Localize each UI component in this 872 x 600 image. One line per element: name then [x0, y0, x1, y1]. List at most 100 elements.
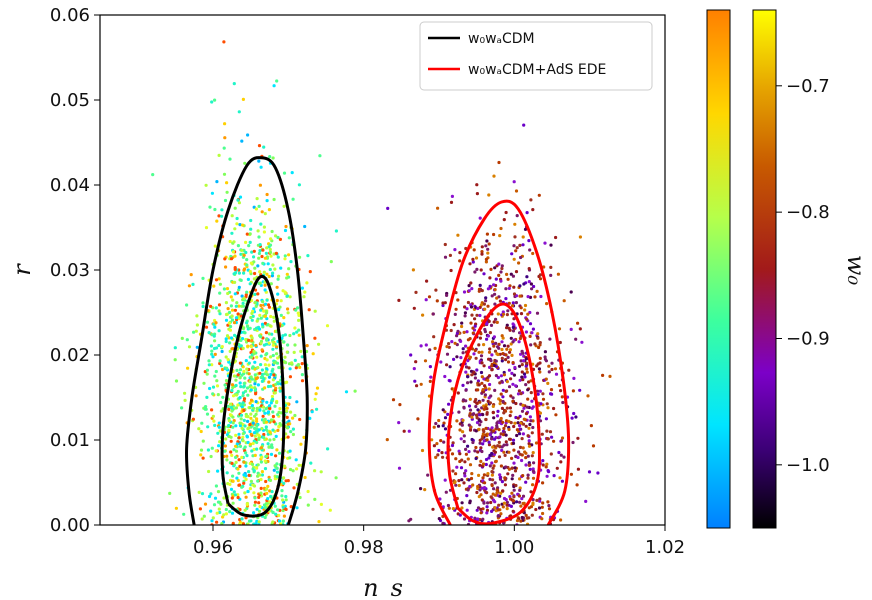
scatter-point [448, 379, 452, 383]
scatter-point [271, 347, 275, 351]
scatter-point [227, 423, 231, 428]
scatter-point [447, 506, 451, 510]
scatter-point [478, 313, 482, 318]
scatter-point [488, 331, 492, 335]
scatter-point [262, 145, 266, 149]
scatter-point [265, 246, 269, 250]
scatter-point [503, 476, 507, 480]
scatter-point [257, 520, 261, 524]
scatter-point [501, 388, 505, 392]
scatter-point [538, 341, 542, 345]
scatter-point [549, 243, 553, 247]
scatter-point [520, 497, 524, 501]
scatter-point [455, 465, 459, 469]
scatter-point [242, 481, 246, 485]
scatter-point [279, 299, 283, 303]
scatter-point [567, 368, 571, 372]
scatter-point [151, 173, 155, 177]
scatter-point [501, 336, 505, 340]
scatter-point [244, 293, 248, 297]
scatter-point [227, 419, 231, 423]
scatter-point [270, 369, 274, 373]
scatter-point [263, 467, 268, 471]
scatter-point [419, 344, 423, 348]
scatter-point [225, 287, 230, 291]
scatter-point [219, 409, 223, 413]
scatter-point [264, 407, 268, 411]
scatter-point [479, 332, 483, 336]
scatter-point [194, 394, 198, 398]
scatter-point [192, 330, 196, 334]
scatter-point [213, 352, 217, 356]
scatter-point [467, 289, 471, 293]
scatter-point [525, 361, 529, 365]
scatter-point [254, 466, 258, 470]
scatter-point [471, 260, 475, 264]
scatter-point [233, 227, 237, 231]
scatter-point [233, 280, 237, 284]
scatter-point [211, 414, 215, 418]
scatter-point [475, 192, 479, 196]
scatter-point [344, 390, 349, 394]
scatter-point [440, 451, 444, 455]
scatter-point [519, 312, 524, 316]
scatter-point [481, 442, 485, 446]
scatter-point [473, 270, 477, 274]
scatter-point [575, 483, 579, 487]
scatter-point [222, 287, 226, 291]
scatter-point [476, 517, 480, 521]
scatter-point [306, 489, 310, 494]
scatter-point [274, 234, 278, 238]
scatter-point [507, 301, 511, 305]
scatter-point [544, 465, 548, 469]
scatter-point [483, 330, 487, 334]
scatter-point [519, 504, 523, 508]
scatter-point [281, 498, 285, 502]
scatter-point [558, 476, 562, 480]
scatter-point [259, 477, 263, 482]
scatter-point [534, 507, 538, 512]
scatter-point [229, 257, 234, 261]
scatter-point [526, 454, 530, 458]
scatter-point [268, 243, 273, 247]
scatter-point [243, 424, 247, 428]
scatter-point [215, 511, 219, 515]
scatter-point [276, 428, 280, 432]
scatter-point [251, 365, 255, 369]
scatter-point [252, 469, 256, 473]
scatter-point [286, 343, 290, 347]
scatter-point [249, 519, 253, 523]
scatter-point [552, 474, 556, 478]
scatter-point [391, 398, 396, 402]
scatter-point [242, 271, 246, 275]
scatter-point [498, 475, 502, 480]
scatter-point [253, 360, 257, 364]
scatter-point [242, 418, 246, 422]
scatter-point [309, 461, 313, 465]
scatter-point [235, 368, 239, 372]
scatter-point [492, 487, 496, 491]
scatter-point [500, 359, 504, 363]
scatter-point [518, 427, 522, 431]
scatter-point [201, 301, 205, 305]
scatter-point [189, 273, 193, 277]
scatter-point [267, 274, 271, 279]
scatter-point [543, 355, 547, 359]
scatter-point [182, 512, 186, 516]
scatter-point [436, 424, 441, 428]
scatter-point [560, 395, 564, 399]
scatter-point [263, 288, 267, 292]
scatter-point [481, 398, 485, 402]
scatter-point [495, 320, 499, 324]
scatter-point [514, 301, 519, 305]
scatter-point [248, 240, 252, 244]
scatter-point [501, 433, 506, 437]
scatter-point [608, 374, 612, 378]
scatter-point [240, 485, 244, 489]
scatter-point [222, 172, 227, 176]
scatter-point [458, 459, 462, 464]
scatter-point [237, 201, 241, 205]
scatter-point [522, 406, 526, 410]
scatter-point [434, 455, 438, 459]
scatter-point [260, 210, 264, 214]
